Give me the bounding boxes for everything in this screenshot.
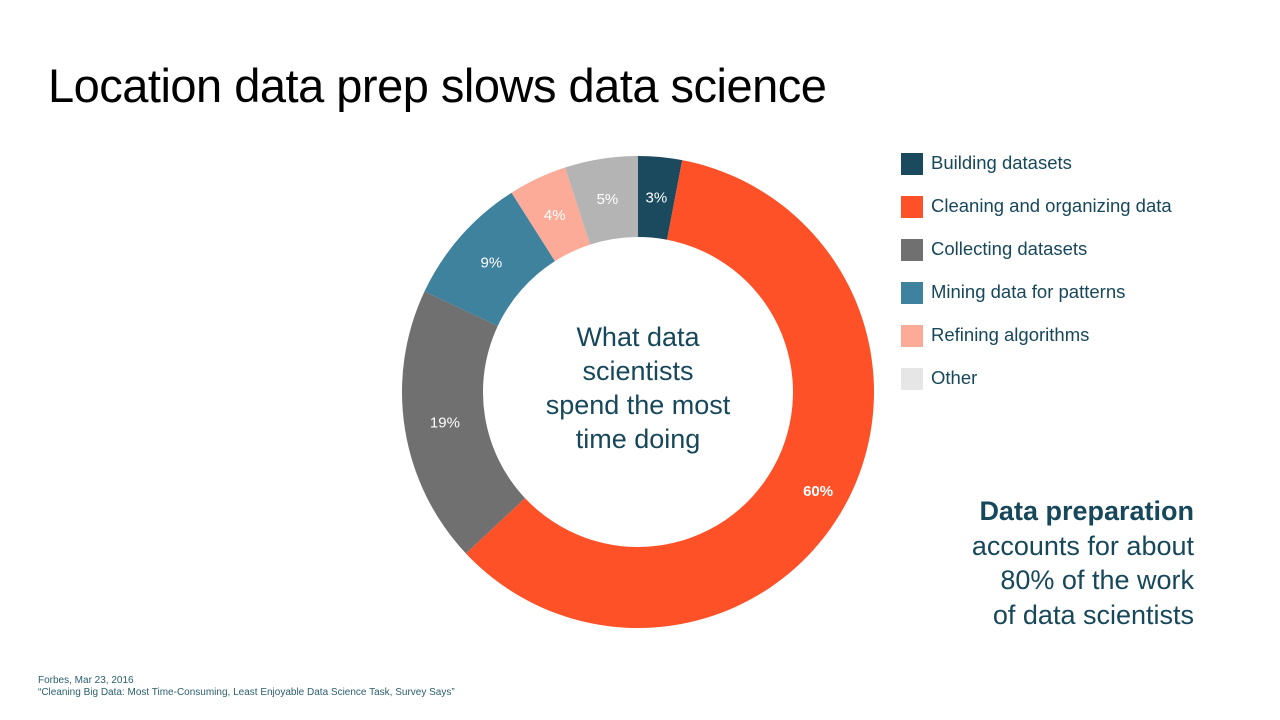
donut-slice (465, 160, 875, 629)
legend-swatch (901, 325, 923, 347)
slice-value-label: 5% (597, 191, 619, 208)
callout-line: accounts for about (971, 530, 1194, 561)
callout-line: of data scientists (992, 599, 1194, 630)
center-line: spend the most (545, 390, 731, 420)
legend-item-other: Other (901, 365, 1172, 408)
source-line-date: Forbes, Mar 23, 2016 (38, 675, 134, 686)
donut-center-caption: What data scientists spend the most time… (518, 320, 758, 456)
slice-value-label: 9% (481, 255, 503, 272)
donut-slice (424, 192, 555, 327)
legend-label: Collecting datasets (931, 238, 1088, 259)
legend-label: Other (931, 367, 978, 388)
slice-value-label: 60% (803, 483, 833, 500)
legend-swatch (901, 282, 923, 304)
donut-slice (565, 156, 638, 245)
legend-swatch (901, 153, 923, 175)
callout-text: Data preparation accounts for about 80% … (972, 494, 1194, 632)
legend-label: Cleaning and organizing data (931, 195, 1172, 216)
legend-label: Mining data for patterns (931, 281, 1126, 302)
slice-value-label: 19% (430, 415, 460, 432)
source-citation: Forbes, Mar 23, 2016 “Cleaning Big Data:… (38, 675, 455, 699)
slice-value-label: 3% (646, 189, 668, 206)
center-line: scientists (582, 356, 694, 386)
source-line-article: “Cleaning Big Data: Most Time-Consuming,… (38, 687, 455, 698)
legend-item-building: Building datasets (901, 150, 1172, 193)
center-line: time doing (575, 424, 701, 454)
callout-line: 80% of the work (1000, 565, 1194, 595)
slice-value-label: 4% (544, 207, 566, 224)
legend-swatch (901, 196, 923, 218)
legend-swatch (901, 239, 923, 261)
callout-heading: Data preparation (979, 496, 1194, 526)
chart-legend: Building datasets Cleaning and organizin… (901, 150, 1172, 408)
donut-slice (638, 156, 683, 240)
legend-swatch (901, 368, 923, 390)
slide-title: Location data prep slows data science (48, 59, 827, 112)
legend-item-cleaning: Cleaning and organizing data (901, 193, 1172, 236)
legend-item-mining: Mining data for patterns (901, 279, 1172, 322)
legend-label: Building datasets (931, 152, 1072, 173)
legend-label: Refining algorithms (931, 324, 1090, 345)
legend-item-collecting: Collecting datasets (901, 236, 1172, 279)
donut-slice (511, 167, 591, 262)
donut-slice (402, 291, 526, 554)
legend-item-refining: Refining algorithms (901, 322, 1172, 365)
center-line: What data (576, 322, 700, 352)
